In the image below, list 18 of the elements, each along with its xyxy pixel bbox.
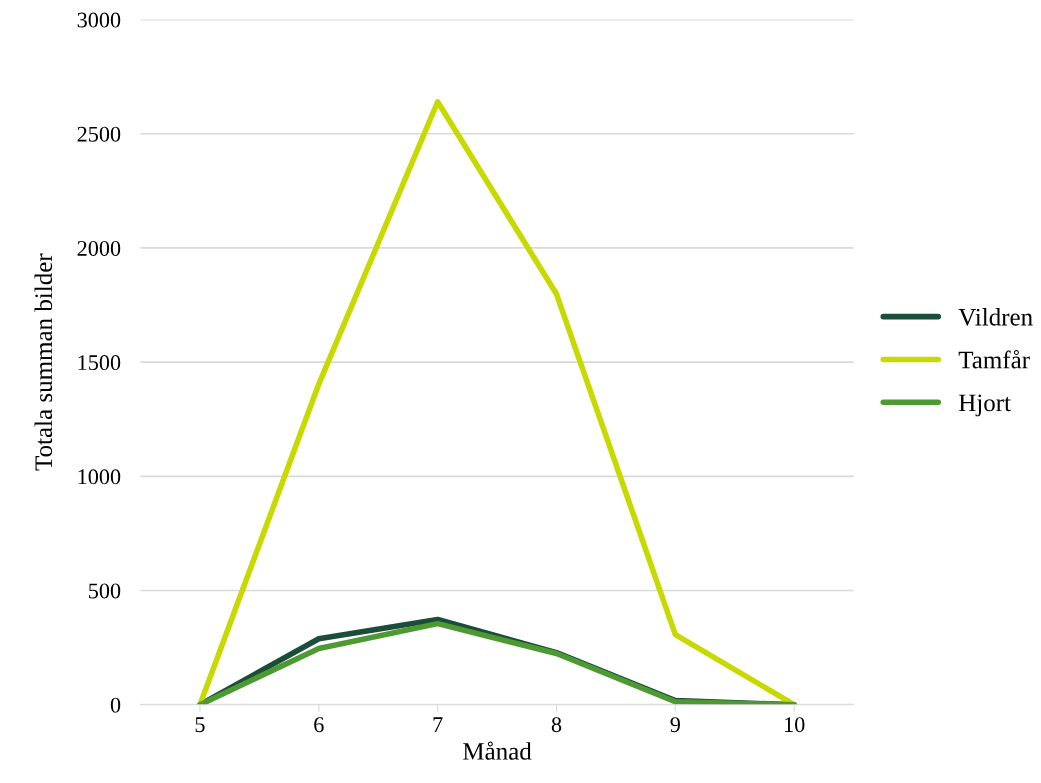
legend-label: Tamfår — [958, 350, 1030, 369]
x-tick-label: 6 — [314, 717, 324, 733]
y-axis-title: Totala summan bilder — [34, 253, 53, 471]
legend-label: Hjort — [958, 394, 1011, 417]
x-tick-label: 8 — [551, 717, 562, 733]
y-tick-label: 2000 — [77, 240, 121, 256]
y-tick-label: 0 — [110, 697, 121, 713]
y-tick-label: 2500 — [77, 126, 121, 142]
y-tick-label: 1500 — [78, 355, 121, 371]
x-axis-title: Månad — [463, 741, 532, 760]
legend-label: Vildren — [958, 308, 1033, 326]
x-tick-label: 7 — [433, 717, 443, 732]
y-tick-label: 3000 — [77, 12, 121, 28]
y-tick-label: 1000 — [78, 469, 121, 485]
x-tick-label: 10 — [785, 717, 805, 733]
x-tick-label: 9 — [670, 717, 680, 733]
x-tick-label: 5 — [195, 717, 205, 733]
y-tick-label: 500 — [89, 583, 121, 599]
